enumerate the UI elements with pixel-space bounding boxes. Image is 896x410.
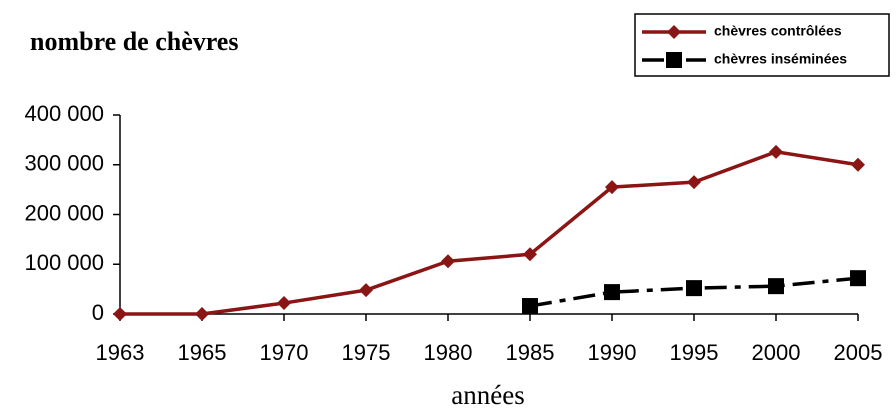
marker [686, 280, 702, 297]
x-tick-label: 1965 [178, 340, 227, 365]
x-tick-label: 1985 [506, 340, 555, 365]
marker [113, 307, 127, 321]
marker [604, 284, 620, 301]
x-tick-label: 1970 [260, 340, 309, 365]
x-tick-label: 1995 [670, 340, 719, 365]
legend-label: chèvres contrôlées [714, 23, 842, 39]
marker [769, 144, 783, 159]
y-tick-label: 0 [92, 300, 104, 325]
chart-title: nombre de chèvres [30, 27, 238, 56]
marker [850, 270, 866, 287]
legend-marker [667, 25, 681, 39]
marker [523, 247, 537, 262]
x-tick-label: 1963 [96, 340, 145, 365]
y-tick-label: 100 000 [24, 250, 104, 275]
y-tick-label: 200 000 [24, 200, 104, 225]
x-tick-label: 1975 [342, 340, 391, 365]
marker [768, 278, 784, 295]
marker [277, 296, 291, 311]
marker [522, 298, 538, 315]
x-tick-label: 2000 [752, 340, 801, 365]
marker [441, 254, 455, 269]
legend-label: chèvres inséminées [714, 51, 847, 67]
x-tick-label: 2005 [834, 340, 883, 365]
marker [851, 157, 865, 172]
marker [605, 180, 619, 195]
legend-marker [666, 52, 682, 68]
marker [687, 175, 701, 190]
series-line [120, 150, 859, 316]
y-tick-label: 300 000 [24, 151, 104, 176]
y-tick-label: 400 000 [24, 101, 104, 126]
marker [195, 307, 209, 321]
x-tick-label: 1980 [424, 340, 473, 365]
x-tick-label: 1990 [588, 340, 637, 365]
marker [359, 283, 373, 298]
x-axis-label: années [451, 380, 524, 410]
